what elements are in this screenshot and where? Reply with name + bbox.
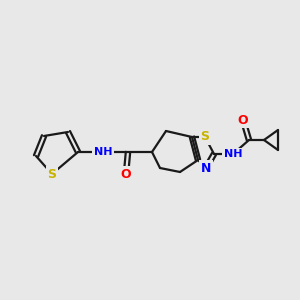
Text: NH: NH	[224, 149, 242, 159]
Text: O: O	[121, 167, 131, 181]
Text: O: O	[238, 113, 248, 127]
Text: S: S	[47, 167, 56, 181]
Text: NH: NH	[94, 147, 112, 157]
Text: S: S	[200, 130, 209, 143]
Text: N: N	[201, 161, 211, 175]
